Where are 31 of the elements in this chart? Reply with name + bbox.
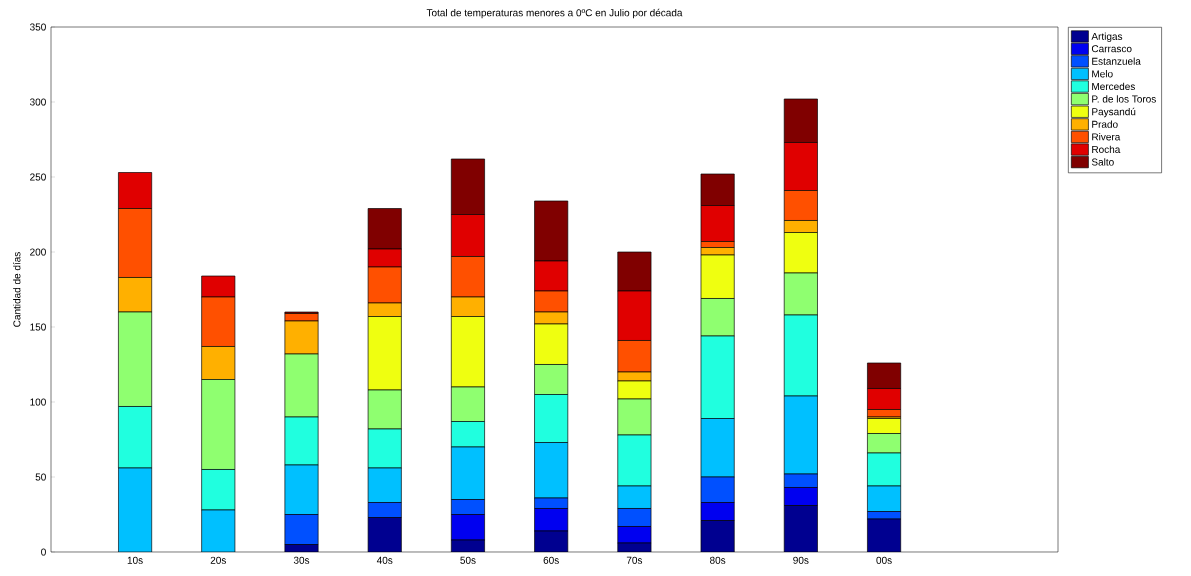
legend-label: Mercedes <box>1092 82 1135 90</box>
legend-label: Artigas <box>1091 32 1123 42</box>
x-tick-label: 70s <box>626 556 643 564</box>
y-tick-label: 200 <box>30 248 46 256</box>
legend-label: Paysandú <box>1092 107 1136 118</box>
x-tick-label: 80s <box>710 556 726 564</box>
y-tick-label: 50 <box>35 473 46 481</box>
chart-title: Total de temperaturas menores a 0ºC en Julio por década <box>426 8 683 19</box>
legend-label: Melo <box>1092 70 1113 78</box>
x-tick-label: 20s <box>210 556 226 564</box>
x-tick-label: 50s <box>460 556 476 564</box>
y-tick-label: 150 <box>30 323 46 331</box>
legend-label: P. de los Toros <box>1092 95 1156 103</box>
x-tick-label: 10s <box>127 556 143 564</box>
x-tick-label: 30s <box>293 556 310 564</box>
y-axis-title: Cantidad de días <box>13 252 21 327</box>
y-tick-label: 250 <box>30 173 46 181</box>
y-tick-label: 100 <box>30 398 46 406</box>
y-tick-label: 350 <box>29 23 46 31</box>
legend-label: Prado <box>1092 120 1118 128</box>
legend-label: Estanzuela <box>1092 57 1141 65</box>
legend-label: Salto <box>1091 158 1114 166</box>
legend-label: Rivera <box>1092 133 1121 141</box>
legend-label: Rocha <box>1092 145 1121 154</box>
x-tick-label: 00s <box>876 556 892 564</box>
x-tick-label: 60s <box>543 556 559 564</box>
y-tick-label: 0 <box>41 548 46 556</box>
x-tick-label: 40s <box>376 556 393 564</box>
legend-label: Carrasco <box>1091 45 1132 53</box>
y-tick-label: 300 <box>29 98 46 106</box>
x-tick-label: 90s <box>793 556 809 564</box>
